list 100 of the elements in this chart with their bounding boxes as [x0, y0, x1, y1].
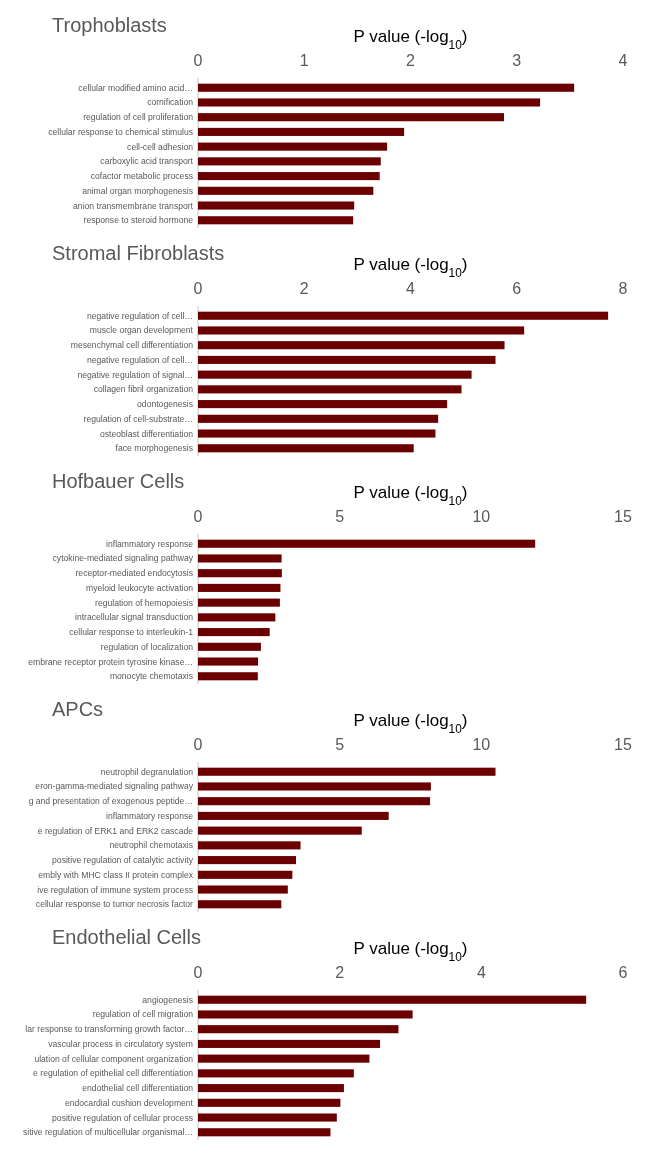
y-tick-label: regulation of cell migration [92, 1009, 194, 1020]
bar [198, 429, 436, 438]
y-tick-label: eron-gamma-mediated signaling pathway [35, 781, 194, 792]
x-tick-label: 0 [193, 736, 203, 753]
x-tick-label: 0 [193, 280, 203, 297]
y-tick-label: regulation of localization [100, 641, 194, 652]
y-tick-label: angiogenesis [142, 994, 193, 1005]
y-tick-label: positive regulation of cellular process [52, 1112, 193, 1123]
bar [198, 569, 282, 578]
x-tick-label: 6 [512, 280, 522, 297]
bar [198, 385, 462, 394]
y-tick-label: lar response to transforming growth factor… [25, 1024, 193, 1035]
y-tick-label: e regulation of ERK1 and ERK2 cascade [37, 825, 194, 836]
x-axis-title: P value (-log$_{10}$) [353, 483, 468, 508]
bar [198, 642, 261, 651]
x-tick-label: 2 [335, 964, 345, 981]
y-tick-label: positive regulation of catalytic activity [52, 855, 194, 866]
y-tick-label: anion transmembrane transport [73, 200, 194, 211]
y-tick-label: animal organ morphogenesis [82, 185, 193, 196]
x-tick-label: 15 [614, 736, 632, 753]
bar [198, 341, 505, 350]
y-tick-label: vascular process in circulatory system [48, 1038, 193, 1049]
y-tick-label: monocyte chemotaxis [109, 671, 193, 682]
bar [198, 811, 389, 820]
y-tick-label: regulation of cell-substrate… [83, 413, 193, 424]
chart-title: APCs [52, 698, 104, 720]
bar [198, 628, 270, 637]
y-tick-label: cell-cell adhesion [127, 141, 194, 152]
bar [198, 113, 504, 122]
bar [198, 797, 431, 806]
x-tick-label: 5 [335, 736, 345, 753]
x-tick-label: 4 [406, 280, 416, 297]
bar [198, 1069, 354, 1078]
bar [198, 826, 362, 835]
bar [198, 767, 496, 776]
bar [198, 1054, 370, 1063]
y-tick-label: cytokine-mediated signaling pathway [52, 553, 194, 564]
y-tick-label: odontogenesis [137, 399, 193, 410]
y-tick-label: osteoblast differentiation [99, 428, 194, 439]
bar [198, 539, 536, 548]
bar [198, 157, 381, 166]
bar [198, 1098, 341, 1107]
bar [198, 311, 609, 320]
y-tick-label: ulation of cellular component organization [34, 1053, 194, 1064]
y-tick-label: inflammatory response [106, 538, 194, 549]
bar [198, 400, 448, 409]
bar [198, 1128, 331, 1137]
bar [198, 900, 282, 909]
y-tick-label: ive regulation of immune system process [37, 884, 193, 895]
y-tick-label: negative regulation of cell… [86, 310, 193, 321]
y-tick-label: endocardial cushion development [64, 1097, 194, 1108]
y-tick-label: cofactor metabolic process [90, 171, 193, 182]
x-axis-title: P value (-log$_{10}$) [353, 27, 468, 52]
x-tick-label: 2 [299, 280, 309, 297]
x-tick-label: 1 [299, 52, 309, 69]
chart-title: Stromal Fibroblasts [52, 242, 225, 264]
bar [198, 1025, 399, 1034]
bar [198, 172, 380, 181]
bar [198, 672, 258, 681]
bar [198, 186, 374, 195]
bar [198, 657, 259, 666]
y-tick-label: intracellular signal transduction [75, 612, 194, 623]
bar [198, 1010, 413, 1019]
x-tick-label: 4 [476, 964, 486, 981]
x-axis-title: P value (-log$_{10}$) [353, 711, 468, 736]
y-tick-label: response to steroid hormone [83, 215, 194, 226]
y-tick-label: embly with MHC class II protein complex [38, 869, 194, 880]
y-tick-label: negative regulation of cell… [86, 354, 193, 365]
x-axis-title: P value (-log$_{10}$) [353, 939, 468, 964]
bar [198, 326, 525, 335]
y-tick-label: regulation of cell proliferation [83, 112, 194, 123]
y-tick-label: receptor-mediated endocytosis [75, 568, 193, 579]
bar [198, 414, 439, 423]
bar [198, 1039, 381, 1048]
x-tick-label: 5 [335, 508, 345, 525]
y-tick-label: e regulation of epithelial cell differentiation [33, 1068, 194, 1079]
chart-title: Hofbauer Cells [52, 470, 185, 492]
bar [198, 444, 414, 453]
bar [198, 583, 281, 592]
y-tick-label: negative regulation of signal… [77, 369, 193, 380]
y-tick-label: carboxylic acid transport [100, 156, 194, 167]
y-tick-label: face morphogenesis [115, 443, 193, 454]
y-tick-label: cellular modified amino acid… [78, 82, 193, 93]
bar [198, 554, 282, 563]
bar [198, 885, 288, 894]
x-tick-label: 0 [193, 52, 203, 69]
y-tick-label: sitive regulation of multicellular organismal… [22, 1127, 193, 1138]
y-tick-label: cellular response to chemical stimulus [48, 126, 193, 137]
bar [198, 613, 276, 622]
bar [198, 142, 388, 151]
bar [198, 598, 280, 607]
bar [198, 355, 496, 364]
chart-title: Endothelial Cells [52, 926, 201, 948]
y-tick-label: myeloid leukocyte activation [86, 582, 194, 593]
bar [198, 870, 293, 879]
chart-title: Trophoblasts [52, 14, 167, 36]
bar [198, 782, 431, 791]
y-tick-label: cornification [147, 97, 194, 108]
y-tick-label: g and presentation of exogenous peptide… [28, 796, 193, 807]
bar [198, 83, 575, 92]
